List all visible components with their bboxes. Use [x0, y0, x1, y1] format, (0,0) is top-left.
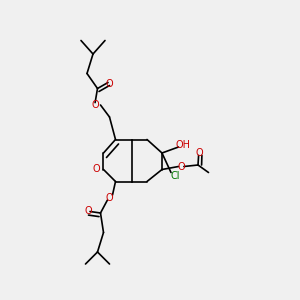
Text: O: O: [196, 148, 203, 158]
Text: O: O: [92, 164, 100, 175]
Text: O: O: [106, 193, 113, 203]
Text: OH: OH: [176, 140, 190, 151]
Text: O: O: [85, 206, 92, 217]
Text: O: O: [91, 100, 99, 110]
Text: O: O: [178, 161, 185, 172]
Text: O: O: [106, 79, 113, 89]
Text: Cl: Cl: [171, 171, 180, 181]
